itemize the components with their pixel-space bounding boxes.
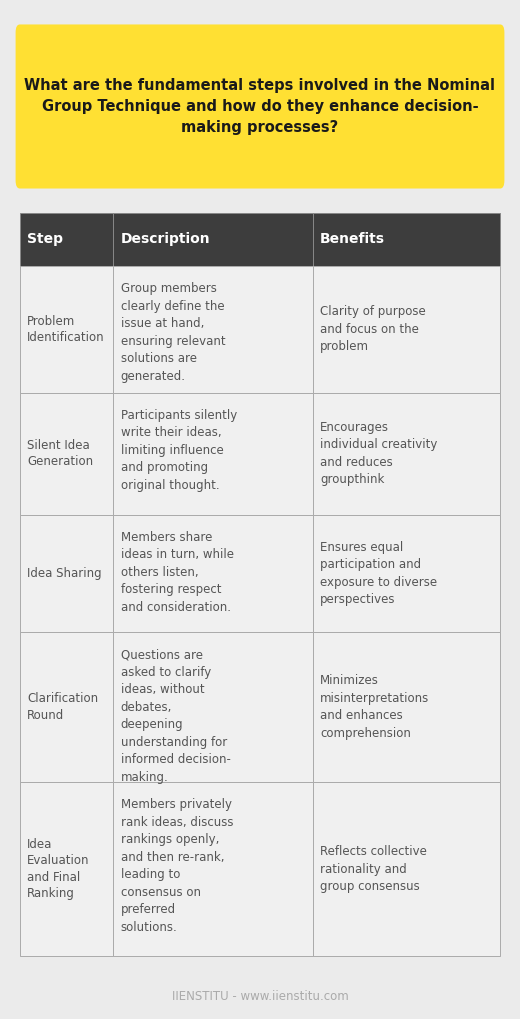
Bar bbox=[113, 213, 313, 266]
Text: Idea
Evaluation
and Final
Ranking: Idea Evaluation and Final Ranking bbox=[27, 838, 89, 900]
Text: Silent Idea
Generation: Silent Idea Generation bbox=[27, 439, 93, 469]
Bar bbox=[113, 392, 313, 515]
Bar bbox=[113, 266, 313, 392]
Text: Minimizes
misinterpretations
and enhances
comprehension: Minimizes misinterpretations and enhance… bbox=[320, 675, 430, 740]
Bar bbox=[20, 213, 113, 266]
Text: What are the fundamental steps involved in the Nominal
Group Technique and how d: What are the fundamental steps involved … bbox=[24, 78, 496, 135]
Text: Clarification
Round: Clarification Round bbox=[27, 692, 98, 721]
Text: Reflects collective
rationality and
group consensus: Reflects collective rationality and grou… bbox=[320, 845, 427, 893]
Bar bbox=[113, 632, 313, 783]
Text: Problem
Identification: Problem Identification bbox=[27, 315, 105, 344]
Bar bbox=[313, 632, 500, 783]
Bar bbox=[313, 783, 500, 956]
Text: Description: Description bbox=[121, 232, 211, 247]
Text: Members share
ideas in turn, while
others listen,
fostering respect
and consider: Members share ideas in turn, while other… bbox=[121, 531, 233, 614]
Bar bbox=[313, 266, 500, 392]
Text: Members privately
rank ideas, discuss
rankings openly,
and then re-rank,
leading: Members privately rank ideas, discuss ra… bbox=[121, 799, 233, 934]
Text: IIENSTITU - www.iienstitu.com: IIENSTITU - www.iienstitu.com bbox=[172, 990, 348, 1003]
Text: Group members
clearly define the
issue at hand,
ensuring relevant
solutions are
: Group members clearly define the issue a… bbox=[121, 282, 225, 383]
Bar bbox=[20, 266, 113, 392]
Bar bbox=[313, 515, 500, 632]
Text: Ensures equal
participation and
exposure to diverse
perspectives: Ensures equal participation and exposure… bbox=[320, 541, 437, 606]
Bar bbox=[313, 213, 500, 266]
Text: Questions are
asked to clarify
ideas, without
debates,
deepening
understanding f: Questions are asked to clarify ideas, wi… bbox=[121, 648, 230, 784]
Bar bbox=[20, 632, 113, 783]
Text: Benefits: Benefits bbox=[320, 232, 385, 247]
Text: Step: Step bbox=[27, 232, 63, 247]
Bar bbox=[20, 515, 113, 632]
Bar bbox=[313, 392, 500, 515]
FancyBboxPatch shape bbox=[16, 24, 504, 189]
Text: Encourages
individual creativity
and reduces
groupthink: Encourages individual creativity and red… bbox=[320, 421, 437, 486]
Bar bbox=[113, 515, 313, 632]
Bar bbox=[20, 783, 113, 956]
Text: Participants silently
write their ideas,
limiting influence
and promoting
origin: Participants silently write their ideas,… bbox=[121, 409, 237, 492]
Bar bbox=[113, 783, 313, 956]
Text: Idea Sharing: Idea Sharing bbox=[27, 567, 102, 580]
Text: Clarity of purpose
and focus on the
problem: Clarity of purpose and focus on the prob… bbox=[320, 306, 426, 354]
Bar bbox=[20, 392, 113, 515]
